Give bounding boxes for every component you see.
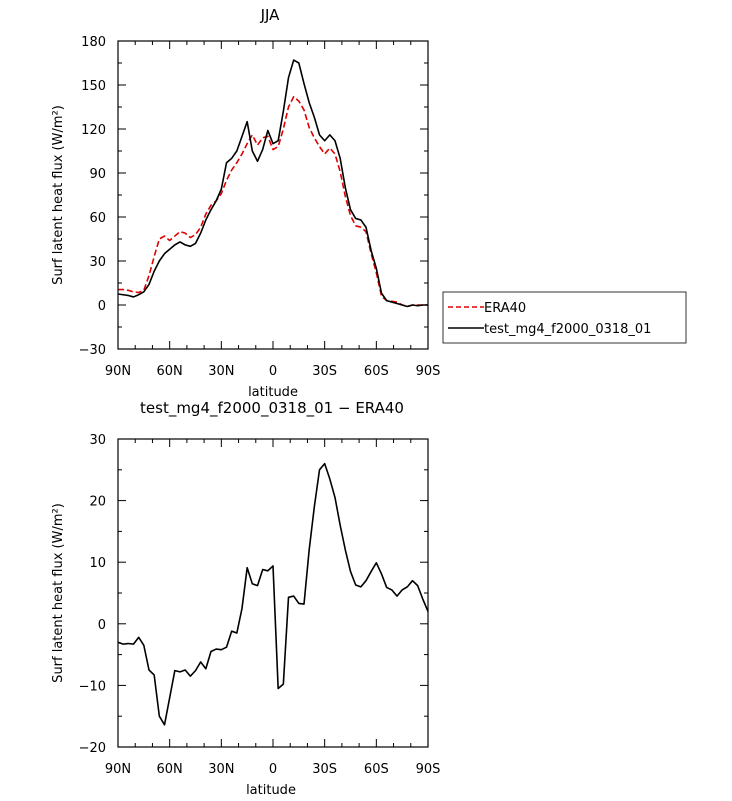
- top-y-tick-label: 60: [89, 211, 106, 226]
- top-y-tick-label: 90: [89, 167, 106, 182]
- bottom-x-tick-label: 30N: [208, 762, 234, 777]
- top-y-tick-label: 0: [98, 299, 106, 314]
- top-y-tick-label: 120: [81, 123, 106, 138]
- top-y-tick-label: 180: [81, 35, 106, 50]
- top-series-group: [117, 59, 428, 308]
- top-y-tick-label: 30: [89, 255, 106, 270]
- top-x-tick-label: 90S: [416, 364, 441, 379]
- bottom-x-tick-label: 90N: [105, 762, 131, 777]
- legend-label-test: test_mg4_f2000_0318_01: [484, 322, 651, 337]
- top-y-tick-label: 150: [81, 79, 106, 94]
- bottom-y-tick-label: −10: [79, 679, 106, 694]
- bottom-axis-ticks: −20 −10 0 10 20 30 90N 60N 30N 0 30S 60S 90S: [79, 433, 441, 777]
- bottom-chart-title: test_mg4_f2000_0318_01 − ERA40: [140, 399, 404, 418]
- top-y-axis-label: Surf latent heat flux (W/m²): [51, 105, 66, 285]
- bottom-x-tick-label: 90S: [416, 762, 441, 777]
- bottom-panel: test_mg4_f2000_0318_01 − ERA40 −20 −10 0 10…: [51, 399, 440, 798]
- bottom-x-tick-label: 60S: [364, 762, 389, 777]
- top-axis-ticks: −30 0 30 60 90 120 150 180 90N 60N 30N 0 30S 60S 90S: [79, 35, 441, 379]
- top-series-line-era40: [118, 95, 428, 308]
- bottom-x-tick-label: 0: [269, 762, 277, 777]
- top-chart-title: JJA: [260, 6, 281, 24]
- bottom-y-tick-label: 0: [98, 618, 106, 633]
- top-x-tick-label: 60S: [364, 364, 389, 379]
- top-x-tick-label: 30N: [208, 364, 234, 379]
- top-x-tick-label: 90N: [105, 364, 131, 379]
- bottom-x-axis-label: latitude: [246, 783, 296, 798]
- bottom-y-axis-label: Surf latent heat flux (W/m²): [51, 503, 66, 683]
- top-x-tick-label: 0: [269, 364, 277, 379]
- top-x-tick-label: 60N: [157, 364, 183, 379]
- legend-label-era40: ERA40: [484, 301, 526, 316]
- bottom-y-tick-label: 20: [89, 495, 106, 510]
- bottom-x-tick-label: 30S: [312, 762, 337, 777]
- top-x-tick-label: 30S: [312, 364, 337, 379]
- bottom-series-group: [117, 462, 429, 726]
- legend: ERA40 test_mg4_f2000_0318_01: [442, 291, 687, 344]
- bottom-y-tick-label: 30: [89, 433, 106, 448]
- top-x-axis-label: latitude: [248, 385, 298, 400]
- legend-box: [442, 291, 687, 344]
- bottom-y-tick-label: 10: [89, 556, 106, 571]
- bottom-x-tick-label: 60N: [157, 762, 183, 777]
- bottom-plot-frame: [117, 438, 429, 748]
- bottom-y-tick-label: −20: [79, 741, 106, 756]
- bottom-series-line-series-0: [117, 462, 429, 726]
- top-plot-frame: [117, 40, 429, 350]
- top-panel: JJA −30 0 30 60 90 120 150 180 90N 60N 30N 0 30S 60S 9…: [51, 6, 687, 400]
- top-y-tick-label: −30: [79, 343, 106, 358]
- top-series-line-test-mg4-f2000-0318-01: [117, 59, 428, 308]
